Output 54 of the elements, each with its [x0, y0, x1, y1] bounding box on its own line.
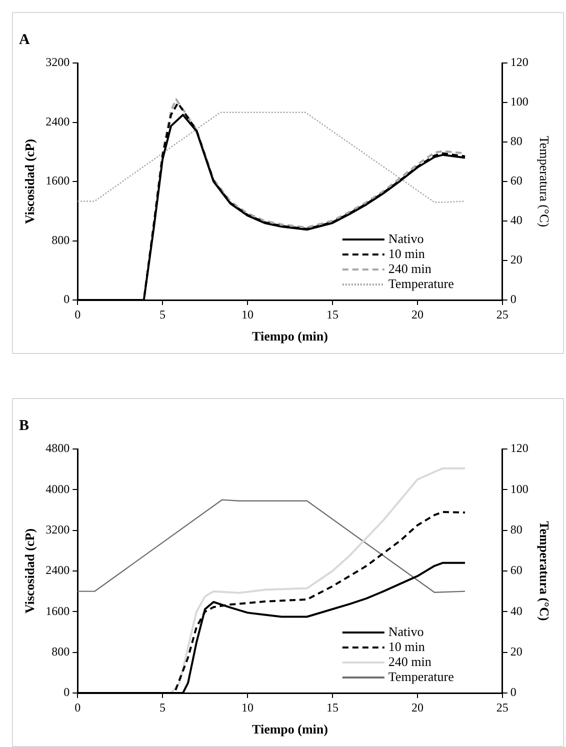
y-tick-label: 3200 — [46, 522, 70, 536]
x-tick-label: 0 — [74, 700, 81, 714]
x-tick-label: 0 — [74, 307, 81, 322]
legend-label: 10 min — [388, 246, 426, 261]
y2-tick-label: 60 — [510, 174, 522, 188]
y2-tick-label: 20 — [510, 252, 522, 267]
legend-label: 10 min — [388, 638, 426, 654]
legend-label: Temperature — [388, 276, 454, 291]
y2-tick-label: 100 — [510, 482, 528, 496]
y2-tick-label: 100 — [510, 94, 528, 109]
y2-tick-label: 120 — [510, 441, 528, 456]
y-tick-label: 4800 — [46, 441, 70, 456]
y2-tick-label: 120 — [510, 55, 528, 70]
y-axis-title: Viscosidad (cP) — [22, 528, 38, 614]
y2-tick-label: 0 — [510, 292, 516, 306]
y2-tick-label: 40 — [510, 213, 522, 228]
legend-label: 240 min — [388, 260, 432, 276]
x-tick-label: 25 — [496, 700, 508, 714]
y2-axis-title: Temperatura (°C) — [536, 136, 552, 228]
x-tick-label: 10 — [242, 700, 254, 714]
x-axis-title: Tiempo (min) — [252, 722, 328, 737]
legend-label: Nativo — [388, 624, 424, 639]
x-tick-label: 5 — [160, 307, 166, 322]
x-tick-label: 15 — [326, 307, 338, 322]
y2-tick-label: 20 — [510, 644, 522, 658]
y-tick-label: 4000 — [46, 482, 70, 496]
y2-tick-label: 0 — [510, 685, 516, 700]
y-tick-label: 800 — [52, 232, 70, 247]
y2-tick-label: 40 — [510, 604, 522, 618]
legend-label: 240 min — [388, 654, 432, 669]
y2-axis-title: Temperatura (°C) — [536, 521, 552, 621]
chart-title: A — [19, 32, 30, 48]
y2-tick-label: 80 — [510, 134, 522, 148]
y-tick-label: 2400 — [46, 114, 70, 128]
x-tick-label: 20 — [411, 700, 424, 714]
x-tick-label: 15 — [326, 700, 338, 714]
y-tick-label: 3200 — [46, 55, 70, 70]
y-tick-label: 0 — [64, 292, 70, 306]
x-tick-label: 20 — [411, 307, 424, 322]
legend-label: Temperature — [388, 668, 454, 684]
y-axis-title: Viscosidad (cP) — [22, 138, 38, 224]
legend-label: Nativo — [388, 230, 424, 246]
y-tick-label: 2400 — [46, 563, 70, 578]
x-axis-title: Tiempo (min) — [252, 328, 328, 344]
x-tick-label: 10 — [242, 307, 254, 322]
y-tick-label: 800 — [52, 644, 70, 658]
y-tick-label: 0 — [64, 685, 70, 700]
y2-tick-label: 60 — [510, 563, 522, 578]
y2-tick-label: 80 — [510, 522, 522, 536]
y-tick-label: 1600 — [46, 604, 70, 618]
x-tick-label: 25 — [496, 307, 508, 322]
chart-title: B — [19, 418, 30, 434]
y-tick-label: 1600 — [46, 174, 70, 188]
x-tick-label: 5 — [160, 700, 166, 714]
